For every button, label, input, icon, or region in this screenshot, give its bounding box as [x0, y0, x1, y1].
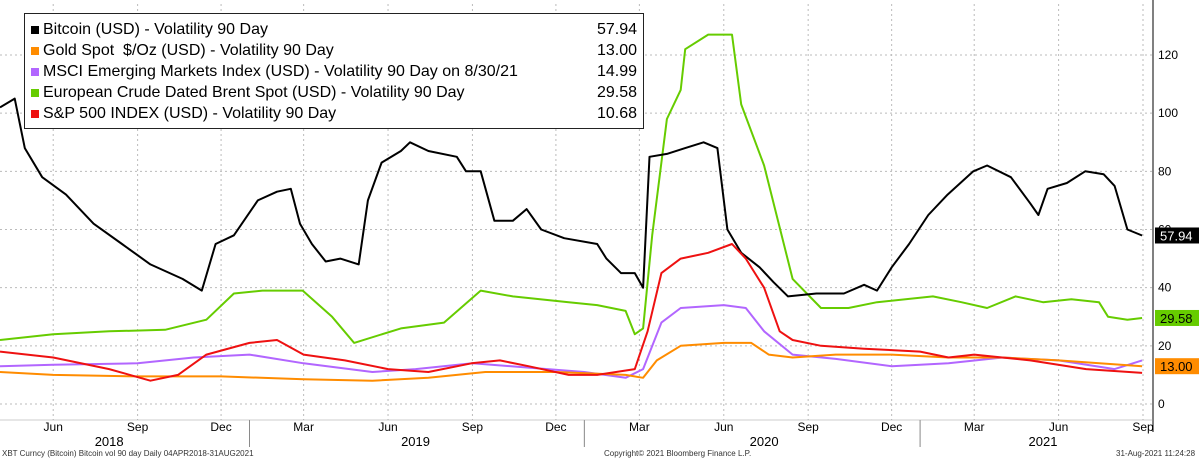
x-tick-label-2: Dec: [210, 420, 231, 434]
footer-source: XBT Curncy (Bitcoin) Bitcoin vol 90 day …: [2, 449, 254, 458]
series-lines: [0, 33, 1143, 382]
series-line-4: [0, 243, 1143, 382]
x-tick-label-1: Sep: [127, 420, 149, 434]
value-tag-1: 29.58: [1160, 311, 1193, 326]
legend-value-sp500: 10.68: [596, 105, 637, 122]
legend-item-sp500: S&P 500 INDEX (USD) - Volatility 90 Day …: [31, 103, 637, 124]
y-tick-label-20: 20: [1158, 339, 1172, 353]
legend-item-brent: European Crude Dated Brent Spot (USD) - …: [31, 82, 637, 103]
x-tick-label-3: Mar: [293, 420, 314, 434]
y-tick-label-80: 80: [1158, 164, 1172, 178]
legend-swatch-brent: [31, 88, 39, 97]
series-line-1: [0, 341, 1143, 382]
series-line-3: [0, 33, 1143, 344]
legend-swatch-msci: [31, 67, 39, 76]
legend-value-brent: 29.58: [596, 84, 637, 101]
legend-item-msci: MSCI Emerging Markets Index (USD) - Vola…: [31, 61, 637, 82]
y-tick-label-120: 120: [1158, 48, 1178, 62]
axis-labels: 020406080100120JunSepDecMarJunSepDecMarJ…: [44, 48, 1199, 449]
value-tag-bg-0: [1155, 227, 1199, 244]
legend-value-bitcoin: 57.94: [596, 21, 637, 38]
y-tick-label-100: 100: [1158, 106, 1178, 120]
legend: Bitcoin (USD) - Volatility 90 Day 57.94 …: [24, 13, 644, 129]
y-tick-label-0: 0: [1158, 397, 1165, 411]
legend-label-bitcoin: Bitcoin (USD) - Volatility 90 Day: [43, 21, 268, 38]
legend-value-gold: 13.00: [596, 42, 637, 59]
x-tick-label-10: Dec: [881, 420, 902, 434]
legend-swatch-sp500: [31, 109, 39, 118]
footer-timestamp: 31-Aug-2021 11:24:28: [1116, 449, 1196, 458]
legend-swatch-bitcoin: [31, 25, 39, 34]
legend-swatch-gold: [31, 46, 39, 55]
value-tag-bg-2: [1155, 358, 1199, 375]
year-label-2020: 2020: [750, 434, 779, 449]
series-line-2: [0, 304, 1143, 379]
value-tag-2: 13.00: [1160, 359, 1193, 374]
y-tick-label-40: 40: [1158, 281, 1172, 295]
legend-item-bitcoin: Bitcoin (USD) - Volatility 90 Day 57.94: [31, 19, 637, 40]
x-tick-label-12: Jun: [1049, 420, 1068, 434]
x-tick-label-9: Sep: [797, 420, 819, 434]
value-tag-0: 57.94: [1160, 228, 1193, 243]
footer-copyright: Copyright© 2021 Bloomberg Finance L.P.: [604, 449, 752, 458]
legend-value-msci: 14.99: [596, 63, 637, 80]
series-line-0: [0, 97, 1143, 298]
x-tick-label-13: Sep: [1132, 420, 1154, 434]
year-label-2021: 2021: [1029, 434, 1058, 449]
legend-item-gold: Gold Spot $/Oz (USD) - Volatility 90 Day…: [31, 40, 637, 61]
year-label-2019: 2019: [401, 434, 430, 449]
x-tick-label-11: Mar: [964, 420, 985, 434]
x-tick-label-7: Mar: [629, 420, 650, 434]
axes: [0, 0, 1154, 447]
legend-label-sp500: S&P 500 INDEX (USD) - Volatility 90 Day: [43, 105, 337, 122]
legend-label-brent: European Crude Dated Brent Spot (USD) - …: [43, 84, 465, 101]
x-tick-label-0: Jun: [44, 420, 63, 434]
legend-label-gold: Gold Spot $/Oz (USD) - Volatility 90 Day: [43, 42, 334, 59]
legend-label-msci: MSCI Emerging Markets Index (USD) - Vola…: [43, 63, 518, 80]
x-tick-label-4: Jun: [378, 420, 397, 434]
x-tick-label-8: Jun: [714, 420, 733, 434]
value-tag-bg-1: [1155, 309, 1199, 326]
x-tick-label-6: Dec: [545, 420, 566, 434]
year-label-2018: 2018: [95, 434, 124, 449]
x-tick-label-5: Sep: [462, 420, 484, 434]
